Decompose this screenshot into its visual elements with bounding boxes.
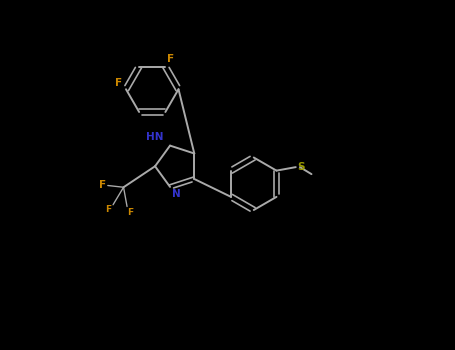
Text: N: N <box>172 189 181 199</box>
Text: F: F <box>116 77 122 88</box>
Text: F: F <box>105 205 111 214</box>
Text: F: F <box>99 181 106 190</box>
Text: HN: HN <box>146 132 164 142</box>
Text: F: F <box>167 54 174 64</box>
Text: F: F <box>127 208 133 217</box>
Text: S: S <box>298 162 305 172</box>
